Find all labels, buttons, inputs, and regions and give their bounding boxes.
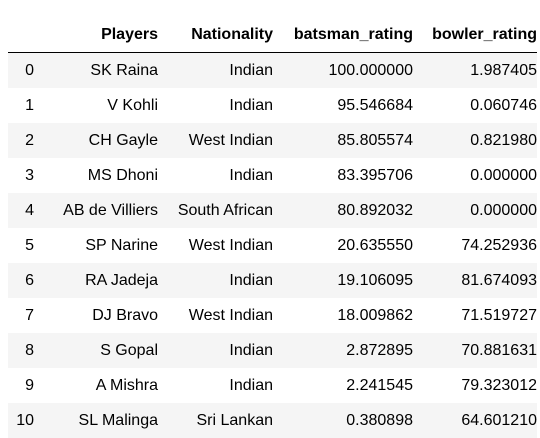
cell-bowler-rating: 0.821980	[413, 123, 537, 158]
cell-batsman-rating: 2.241545	[273, 368, 413, 403]
column-header-players: Players	[34, 17, 158, 53]
cell-players: SK Raina	[34, 53, 158, 89]
cell-nationality: Sri Lankan	[158, 403, 273, 438]
cell-bowler-rating: 71.519727	[413, 298, 537, 333]
cell-bowler-rating: 74.252936	[413, 228, 537, 263]
cell-nationality: West Indian	[158, 123, 273, 158]
row-index: 8	[8, 333, 34, 368]
cell-nationality: West Indian	[158, 228, 273, 263]
cell-bowler-rating: 0.000000	[413, 158, 537, 193]
cell-nationality: Indian	[158, 88, 273, 123]
cell-bowler-rating: 81.674093	[413, 263, 537, 298]
cell-nationality: Indian	[158, 263, 273, 298]
cell-batsman-rating: 20.635550	[273, 228, 413, 263]
cell-batsman-rating: 80.892032	[273, 193, 413, 228]
row-index: 3	[8, 158, 34, 193]
cell-nationality: Indian	[158, 333, 273, 368]
row-index: 2	[8, 123, 34, 158]
cell-nationality: Indian	[158, 158, 273, 193]
cell-players: MS Dhoni	[34, 158, 158, 193]
index-column-header	[8, 17, 34, 53]
dataframe-table: Players Nationality batsman_rating bowle…	[8, 17, 537, 438]
cell-players: SL Malinga	[34, 403, 158, 438]
cell-players: AB de Villiers	[34, 193, 158, 228]
row-index: 9	[8, 368, 34, 403]
cell-nationality: West Indian	[158, 298, 273, 333]
cell-batsman-rating: 0.380898	[273, 403, 413, 438]
cell-batsman-rating: 95.546684	[273, 88, 413, 123]
cell-players: V Kohli	[34, 88, 158, 123]
cell-batsman-rating: 19.106095	[273, 263, 413, 298]
cell-players: DJ Bravo	[34, 298, 158, 333]
cell-nationality: Indian	[158, 53, 273, 89]
cell-players: CH Gayle	[34, 123, 158, 158]
row-index: 4	[8, 193, 34, 228]
cell-players: S Gopal	[34, 333, 158, 368]
cell-bowler-rating: 64.601210	[413, 403, 537, 438]
cell-players: SP Narine	[34, 228, 158, 263]
cell-batsman-rating: 18.009862	[273, 298, 413, 333]
row-index: 5	[8, 228, 34, 263]
column-header-nationality: Nationality	[158, 17, 273, 53]
cell-bowler-rating: 79.323012	[413, 368, 537, 403]
row-index: 7	[8, 298, 34, 333]
table-header: Players Nationality batsman_rating bowle…	[8, 17, 537, 53]
cell-bowler-rating: 0.060746	[413, 88, 537, 123]
column-header-bowler-rating: bowler_rating	[413, 17, 537, 53]
cell-batsman-rating: 100.000000	[273, 53, 413, 89]
row-index: 10	[8, 403, 34, 438]
cell-batsman-rating: 2.872895	[273, 333, 413, 368]
cell-players: RA Jadeja	[34, 263, 158, 298]
row-index: 6	[8, 263, 34, 298]
cell-nationality: Indian	[158, 368, 273, 403]
row-index: 0	[8, 53, 34, 89]
header-row: Players Nationality batsman_rating bowle…	[8, 17, 537, 53]
row-index: 1	[8, 88, 34, 123]
cell-bowler-rating: 70.881631	[413, 333, 537, 368]
cell-players: A Mishra	[34, 368, 158, 403]
cell-bowler-rating: 1.987405	[413, 53, 537, 89]
cell-batsman-rating: 85.805574	[273, 123, 413, 158]
cell-bowler-rating: 0.000000	[413, 193, 537, 228]
column-header-batsman-rating: batsman_rating	[273, 17, 413, 53]
cell-nationality: South African	[158, 193, 273, 228]
cell-batsman-rating: 83.395706	[273, 158, 413, 193]
